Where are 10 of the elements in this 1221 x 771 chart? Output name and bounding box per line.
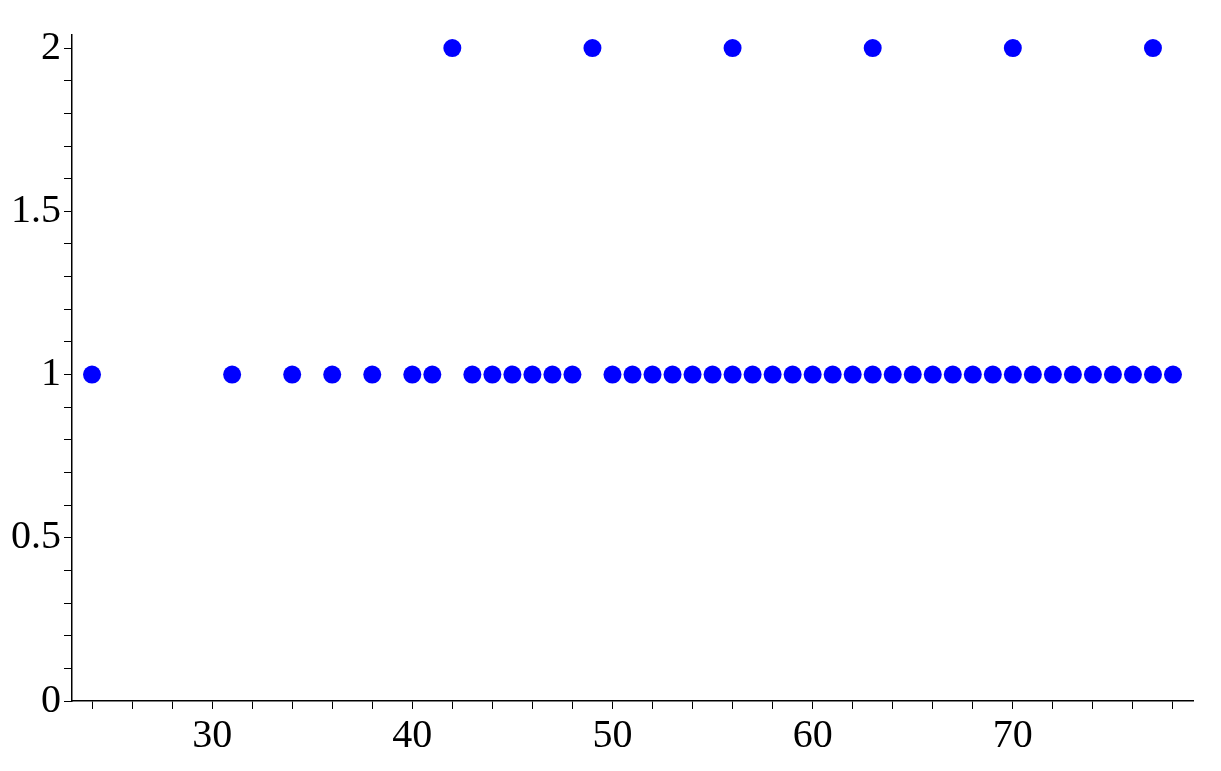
x-tick-label: 40 (392, 710, 433, 756)
x-tick-label: 70 (992, 710, 1033, 756)
x-tick-label: 60 (792, 710, 833, 756)
x-tick-label: 30 (192, 710, 233, 756)
y-tick-label: 1.5 (11, 185, 61, 231)
y-tick-label: 2 (41, 22, 61, 68)
x-tick-label: 50 (592, 710, 633, 756)
y-tick-label: 1 (41, 349, 61, 395)
y-tick-label: 0 (41, 675, 61, 721)
y-tick-label: 0.5 (11, 512, 61, 558)
